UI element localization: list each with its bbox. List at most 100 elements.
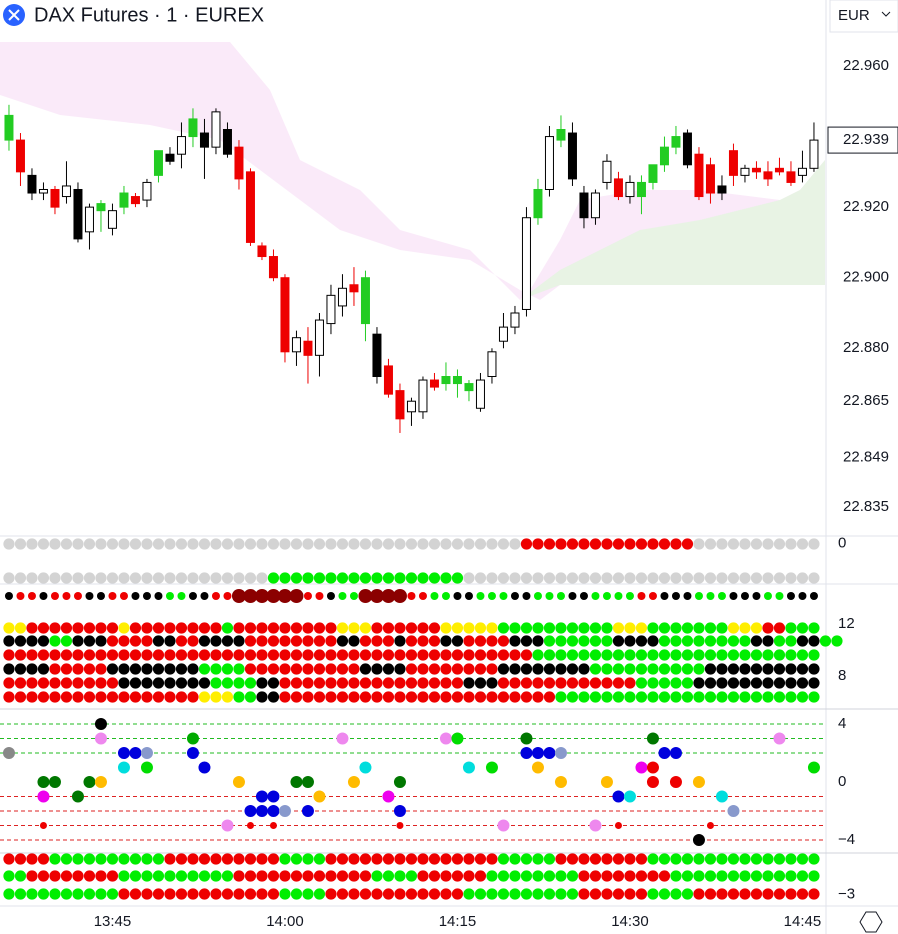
candle-body xyxy=(395,390,405,420)
indicator-dot xyxy=(509,649,521,661)
indicator-dot xyxy=(716,622,728,634)
indicator-dot xyxy=(325,572,337,584)
indicator-dot xyxy=(785,870,797,882)
indicator-dot xyxy=(566,663,579,675)
indicator-dot xyxy=(141,622,153,634)
candle-body xyxy=(441,376,451,385)
indicator-dot xyxy=(221,888,234,900)
indicator-dot xyxy=(118,538,130,550)
indicator-dot xyxy=(336,572,349,584)
indicator-dot xyxy=(290,572,303,584)
indicator-dot xyxy=(612,538,625,550)
signal-dot xyxy=(186,747,199,760)
indicator-dot xyxy=(440,572,452,584)
indicator-dot xyxy=(60,853,73,865)
indicator-dot xyxy=(658,572,671,584)
indicator-dot xyxy=(693,663,705,675)
indicator-dot xyxy=(382,870,395,882)
indicator-dot xyxy=(405,691,418,703)
indicator-dot xyxy=(3,538,15,550)
indicator-dot xyxy=(187,853,199,865)
settings[interactable] xyxy=(859,911,883,933)
indicator-dot xyxy=(739,572,751,584)
indicator-dot xyxy=(175,622,188,634)
indicator-dot xyxy=(26,853,38,865)
indicator-dot xyxy=(96,592,105,600)
indicator-dot xyxy=(520,870,533,882)
indicator-dot xyxy=(428,622,441,634)
x-tick-label: 13:45 xyxy=(94,913,132,930)
indicator-dot xyxy=(716,635,728,647)
indicator-dot xyxy=(279,538,291,550)
indicator-dot xyxy=(566,622,579,634)
indicator-dot xyxy=(762,572,774,584)
indicator-dot xyxy=(325,635,337,647)
indicator-dot xyxy=(49,677,61,689)
signal-dot xyxy=(94,732,107,745)
indicator-dot xyxy=(716,677,728,689)
indicator-dot xyxy=(808,635,820,647)
indicator-dot xyxy=(520,677,533,689)
indicator-dot xyxy=(256,649,268,661)
indicator-dot xyxy=(187,635,199,647)
signal-dot xyxy=(244,804,257,817)
indicator-dot xyxy=(658,663,671,675)
indicator-dot xyxy=(336,691,349,703)
indicator-dot xyxy=(141,538,153,550)
signal-dot xyxy=(140,747,153,760)
signal-dot xyxy=(2,747,15,760)
indicator-dot xyxy=(72,538,84,550)
indicator-dot xyxy=(198,663,211,675)
signal-dot xyxy=(612,790,625,803)
indicator-dot xyxy=(336,538,349,550)
indicator-dot xyxy=(474,663,487,675)
signal-dot xyxy=(39,821,47,829)
indicator-dot xyxy=(624,691,636,703)
candle-body xyxy=(199,132,209,148)
indicator-dot xyxy=(72,622,84,634)
indicator-dot xyxy=(348,622,360,634)
signal-dot xyxy=(347,776,360,789)
indicator-dot xyxy=(256,622,268,634)
indicator-dot xyxy=(543,888,556,900)
indicator-dot xyxy=(290,538,303,550)
indicator-dot xyxy=(808,691,820,703)
indicator-dot xyxy=(256,572,268,584)
indicator-dot xyxy=(359,663,372,675)
indicator-dot xyxy=(382,677,395,689)
chart-title: DAX Futures · 1 · EUREX xyxy=(34,4,264,26)
indicator-dot xyxy=(210,635,222,647)
indicator-dot xyxy=(428,663,441,675)
indicator-dot xyxy=(486,635,498,647)
indicator-dot xyxy=(681,888,694,900)
signal-dot xyxy=(520,732,533,745)
indicator-dot xyxy=(463,870,475,882)
indicator-dot xyxy=(72,853,84,865)
candle-body xyxy=(636,181,646,198)
indicator-dot xyxy=(463,677,475,689)
indicator-dot xyxy=(497,622,510,634)
indicator-dot xyxy=(750,663,763,675)
candle-body xyxy=(257,245,267,258)
indicator-dot xyxy=(221,677,234,689)
indicator-dot xyxy=(727,635,740,647)
indicator-dot xyxy=(670,572,682,584)
indicator-dot xyxy=(26,572,38,584)
indicator-dot xyxy=(831,635,843,647)
indicator-dot xyxy=(589,635,602,647)
indicator-dot xyxy=(118,572,130,584)
indicator-dot xyxy=(704,538,717,550)
indicator-dot xyxy=(683,592,692,600)
candle-body xyxy=(61,185,71,198)
indicator-dot xyxy=(727,572,740,584)
indicator-dot xyxy=(60,888,73,900)
indicator-dot xyxy=(233,691,245,703)
indicator-dot xyxy=(198,635,211,647)
currency[interactable]: EUR xyxy=(838,7,870,24)
candle-body xyxy=(38,188,48,194)
indicator-dot xyxy=(175,691,188,703)
indicator-dot xyxy=(704,649,717,661)
indicator-dot xyxy=(739,663,751,675)
indicator-dot xyxy=(118,635,130,647)
candle-body xyxy=(153,150,163,176)
